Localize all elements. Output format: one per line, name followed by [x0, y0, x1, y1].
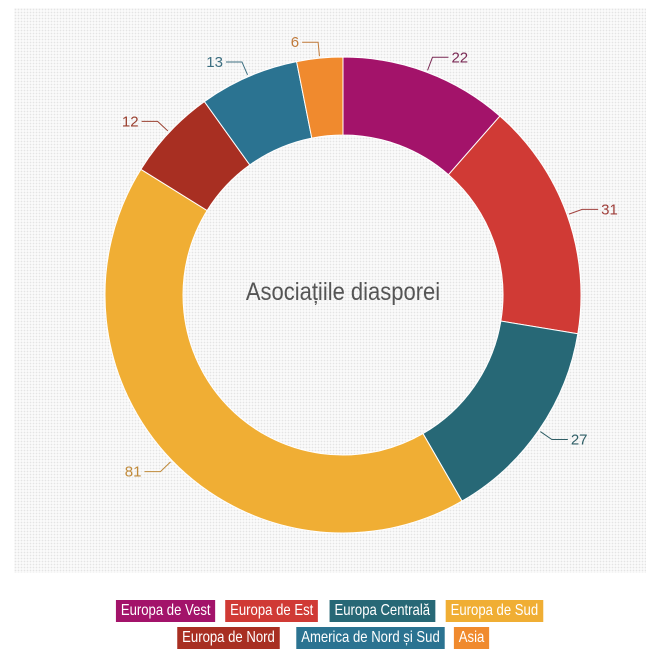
legend-item[interactable]: Europa Centrală	[329, 600, 435, 622]
leader-line	[427, 56, 449, 71]
data-label: 81	[125, 464, 142, 481]
donut-chart: 22 31 27 81 12 13 6 Asociațiile diasporei	[104, 34, 618, 534]
leader-line	[225, 61, 248, 76]
leader-line	[302, 41, 320, 57]
legend-item[interactable]: Europa de Est	[225, 600, 319, 622]
legend-item[interactable]: Europa de Vest	[115, 600, 216, 622]
legend-item[interactable]: Asia	[453, 627, 490, 649]
data-label: 27	[571, 432, 588, 449]
data-label: 13	[206, 54, 223, 71]
slice-asia[interactable]	[295, 56, 344, 139]
slice-europa-de-sud[interactable]	[104, 168, 463, 534]
leader-line	[540, 431, 568, 441]
legend: Europa de Vest Europa de Est Europa Centra…	[0, 600, 659, 654]
data-label: 6	[291, 34, 299, 51]
leader-line	[568, 208, 599, 215]
data-label: 22	[451, 49, 468, 66]
data-label: 12	[122, 113, 139, 130]
data-label: 31	[601, 201, 618, 218]
legend-item[interactable]: Europa de Nord	[177, 627, 280, 649]
leader-line	[141, 120, 169, 132]
legend-item[interactable]: America de Nord și Sud	[296, 627, 445, 649]
leader-line	[144, 461, 171, 473]
legend-item[interactable]: Europa de Sud	[445, 600, 544, 622]
chart-title: Asociațiile diasporei	[246, 278, 440, 306]
legend-row: Europa de Vest Europa de Est Europa Centra…	[0, 600, 659, 622]
legend-row: Europa de Nord America de Nord și Sud Asia	[0, 627, 659, 649]
